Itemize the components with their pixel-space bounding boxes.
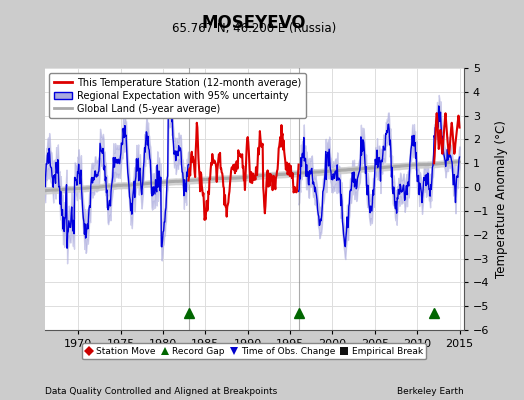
- Text: Berkeley Earth: Berkeley Earth: [397, 387, 464, 396]
- Text: MOSEYEVO: MOSEYEVO: [202, 14, 307, 32]
- Text: Data Quality Controlled and Aligned at Breakpoints: Data Quality Controlled and Aligned at B…: [45, 387, 277, 396]
- Legend: Station Move, Record Gap, Time of Obs. Change, Empirical Break: Station Move, Record Gap, Time of Obs. C…: [82, 343, 427, 360]
- Y-axis label: Temperature Anomaly (°C): Temperature Anomaly (°C): [495, 120, 508, 278]
- Legend: This Temperature Station (12-month average), Regional Expectation with 95% uncer: This Temperature Station (12-month avera…: [49, 73, 305, 118]
- Text: 65.767 N, 46.200 E (Russia): 65.767 N, 46.200 E (Russia): [172, 22, 336, 35]
